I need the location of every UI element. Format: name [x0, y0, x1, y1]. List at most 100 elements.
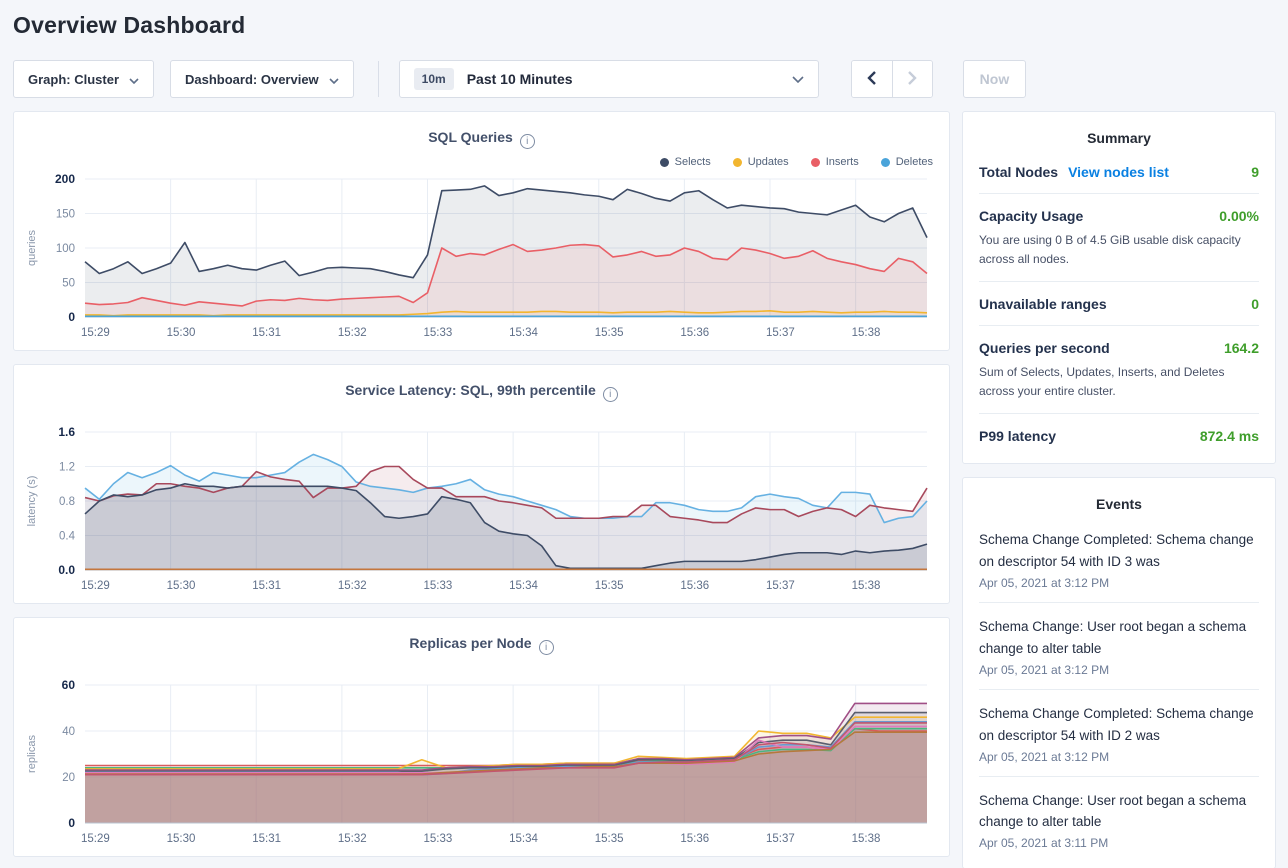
info-icon[interactable]: i [538, 640, 554, 655]
svg-text:0: 0 [68, 816, 75, 830]
dashboard-dropdown[interactable]: Dashboard: Overview [170, 60, 354, 98]
svg-text:15:32: 15:32 [338, 327, 367, 339]
svg-text:0.8: 0.8 [59, 496, 75, 508]
graph-dropdown[interactable]: Graph: Cluster [13, 60, 155, 98]
svg-text:15:30: 15:30 [167, 327, 196, 339]
chart-title-text: Service Latency: SQL, 99th percentile [345, 382, 596, 398]
svg-text:15:36: 15:36 [680, 833, 709, 845]
time-nav-group [850, 60, 933, 98]
svg-text:15:37: 15:37 [766, 833, 795, 845]
svg-text:15:29: 15:29 [81, 580, 110, 592]
legend-item: Deletes [880, 156, 933, 168]
svg-text:0.4: 0.4 [59, 531, 76, 543]
dashboard-dropdown-label: Dashboard: Overview [185, 71, 319, 87]
legend-dot [810, 157, 820, 167]
summary-row: Capacity Usage 0.00% You are using 0 B o… [979, 194, 1259, 283]
event-item[interactable]: Schema Change: User root began a schema … [979, 777, 1259, 863]
summary-row: Unavailable ranges 0 [979, 282, 1259, 327]
chart-title: Replicas per Node i [14, 635, 949, 655]
events-title: Events [1096, 496, 1142, 513]
service-latency-chart[interactable]: 15:29 15:30 15:31 15:32 15:33 15:34 15:35 15:36… [21, 426, 949, 598]
summary-metric-label: P99 latency [979, 428, 1057, 445]
event-timestamp: Apr 05, 2021 at 3:12 PM [979, 576, 1110, 591]
replicas-per-node-chart[interactable]: 15:29 15:30 15:31 15:32 15:33 15:34 15:35 15:36… [21, 679, 949, 851]
svg-text:15:34: 15:34 [509, 580, 538, 592]
legend-label: Deletes [895, 156, 933, 168]
summary-metric-value: 0 [1251, 296, 1259, 313]
time-range-selector[interactable]: 10m Past 10 Minutes [398, 60, 819, 98]
event-item[interactable]: Schema Change Completed: Schema change o… [979, 690, 1259, 777]
chart-title-text: Replicas per Node [409, 635, 532, 651]
info-icon[interactable]: i [602, 387, 618, 402]
chevron-down-icon [792, 70, 804, 88]
chevron-down-icon [129, 72, 139, 87]
chart-title: Service Latency: SQL, 99th percentile i [14, 382, 949, 402]
svg-text:150: 150 [56, 209, 75, 221]
svg-text:15:33: 15:33 [424, 580, 453, 592]
next-time-button[interactable] [891, 61, 932, 97]
summary-metric-label: Total Nodes [979, 164, 1059, 180]
event-item[interactable]: Schema Change Completed: Schema change o… [979, 516, 1259, 604]
sidebar-column: Summary Total Nodes View nodes list 9 [962, 111, 1276, 868]
event-item[interactable]: Schema Change: User root began a schema … [979, 603, 1259, 690]
svg-text:15:34: 15:34 [509, 833, 538, 845]
svg-text:15:31: 15:31 [252, 580, 281, 592]
svg-text:15:29: 15:29 [81, 833, 110, 845]
event-text: Schema Change: User root began a schema … [979, 792, 1247, 830]
event-timestamp: Apr 05, 2021 at 3:12 PM [979, 749, 1110, 764]
summary-row: P99 latency 872.4 ms [979, 414, 1259, 457]
legend-dot [732, 157, 742, 167]
time-range-badge: 10m [413, 68, 454, 90]
sql-queries-chart-panel: SQL Queries i Selects Updates Inserts Del… [13, 111, 950, 351]
svg-text:1.6: 1.6 [58, 426, 75, 439]
svg-text:15:38: 15:38 [852, 327, 881, 339]
svg-text:15:29: 15:29 [81, 327, 110, 339]
chart-title-text: SQL Queries [428, 129, 513, 145]
service-latency-chart-panel: Service Latency: SQL, 99th percentile i 1… [13, 364, 950, 604]
legend-item: Inserts [810, 156, 859, 168]
summary-rows: Total Nodes View nodes list 9 Capacity U… [979, 150, 1259, 457]
replicas-per-node-chart-panel: Replicas per Node i 15:29 15:30 15:31 15:32 1… [13, 617, 950, 857]
chevron-right-icon [907, 70, 917, 88]
time-range-label: Past 10 Minutes [466, 71, 573, 87]
svg-text:replicas: replicas [26, 735, 38, 773]
info-icon[interactable]: i [519, 134, 535, 149]
now-button[interactable]: Now [962, 60, 1027, 98]
summary-metric-label: Capacity Usage [979, 208, 1084, 224]
view-nodes-list-link[interactable]: View nodes list [1068, 164, 1169, 180]
summary-title: Summary [1087, 130, 1151, 146]
legend-item: Updates [732, 156, 789, 168]
svg-text:15:34: 15:34 [509, 327, 538, 339]
summary-metric-value: 9 [1251, 164, 1259, 180]
svg-text:15:31: 15:31 [252, 327, 281, 339]
svg-text:15:30: 15:30 [167, 580, 196, 592]
events-list: Schema Change Completed: Schema change o… [979, 516, 1259, 862]
event-text: Schema Change: User root began a schema … [979, 619, 1247, 656]
svg-text:15:35: 15:35 [595, 580, 624, 592]
legend-label: Inserts [825, 156, 859, 168]
controls-bar: Graph: Cluster Dashboard: Overview 10m P… [13, 60, 1276, 98]
summary-panel: Summary Total Nodes View nodes list 9 [962, 111, 1276, 465]
summary-metric-description: Sum of Selects, Updates, Inserts, and De… [979, 365, 1225, 398]
svg-text:latency (s): latency (s) [26, 476, 38, 527]
summary-metric-value: 872.4 ms [1199, 428, 1259, 445]
event-timestamp: Apr 05, 2021 at 3:11 PM [979, 836, 1109, 851]
page-title: Overview Dashboard [13, 12, 246, 38]
svg-text:15:32: 15:32 [338, 580, 367, 592]
svg-text:15:38: 15:38 [852, 833, 881, 845]
chevron-down-icon [329, 72, 339, 87]
chart-title: SQL Queries i [14, 129, 949, 149]
svg-text:50: 50 [62, 278, 75, 290]
svg-text:queries: queries [26, 229, 38, 266]
summary-row: Total Nodes View nodes list 9 [979, 150, 1259, 194]
previous-time-button[interactable] [851, 61, 892, 97]
summary-row: Queries per second 164.2 Sum of Selects,… [979, 326, 1259, 415]
svg-text:1.2: 1.2 [59, 462, 75, 474]
svg-text:15:37: 15:37 [766, 327, 795, 339]
graph-dropdown-label: Graph: Cluster [28, 71, 120, 87]
svg-text:15:37: 15:37 [766, 580, 795, 592]
charts-column: SQL Queries i Selects Updates Inserts Del… [13, 111, 950, 868]
event-text: Schema Change Completed: Schema change o… [979, 532, 1254, 570]
summary-metric-value: 164.2 [1223, 340, 1259, 357]
sql-queries-chart[interactable]: 15:29 15:30 15:31 15:32 15:33 15:34 15:35 15:36… [21, 173, 949, 345]
